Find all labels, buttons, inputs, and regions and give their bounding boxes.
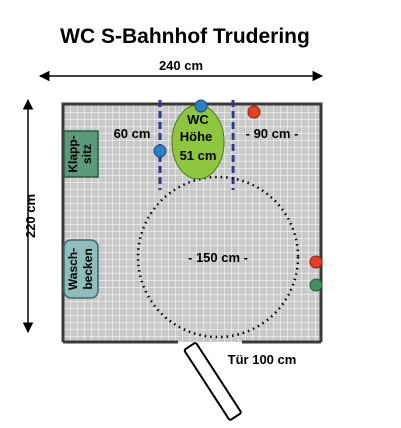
flush-button-top xyxy=(195,100,207,112)
alarm-button-right xyxy=(310,256,322,268)
folding-seat-label-line1: Klapp- xyxy=(66,135,80,172)
right-clearance-label: - 90 cm - xyxy=(246,126,299,141)
alarm-button-top xyxy=(248,106,260,118)
reset-button-right xyxy=(310,279,322,291)
width-label: 240 cm xyxy=(159,58,203,73)
toilet-label-line1: WC xyxy=(187,112,209,127)
flush-button-left xyxy=(154,145,166,157)
diagram-title: WC S-Bahnhof Trudering xyxy=(60,25,310,48)
folding-seat-label-line2: sitz xyxy=(80,144,94,164)
toilet-label-line2: Höhe xyxy=(180,129,213,144)
height-label: 220 cm xyxy=(23,194,38,238)
washbasin-label-line2: becken xyxy=(81,248,95,289)
door-label: Tür 100 cm xyxy=(228,352,297,367)
washbasin-label-line1: Wasch- xyxy=(66,248,80,290)
turning-circle-label: - 150 cm - xyxy=(188,250,248,265)
left-clearance-label: 60 cm xyxy=(114,126,151,141)
toilet-label-line3: 51 cm xyxy=(180,148,217,163)
